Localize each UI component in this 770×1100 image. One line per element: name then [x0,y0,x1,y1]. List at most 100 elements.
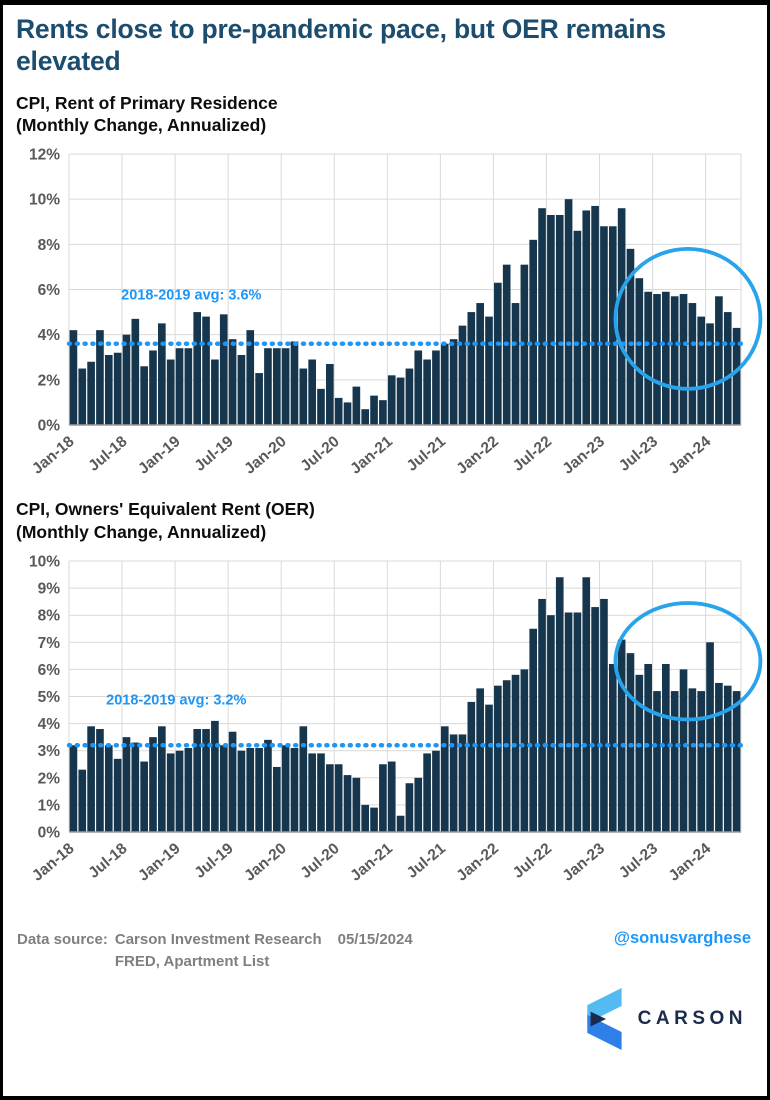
x-axis-tick-label: Jul-23 [616,433,662,475]
bar [122,736,131,832]
bar [458,734,467,832]
bar [326,364,334,426]
bar [396,377,405,426]
bar [246,747,255,832]
bar [547,215,555,426]
bar [290,341,299,426]
bar [582,210,591,426]
bar [396,815,405,832]
bar [361,409,370,426]
x-axis-tick-label: Jul-22 [510,433,555,475]
bar [193,312,202,426]
x-axis-tick-label: Jul-22 [510,840,555,882]
bar [202,728,210,832]
bar [547,614,555,832]
x-axis-tick-label: Jan-19 [135,839,184,884]
bar [140,366,148,426]
y-axis-tick-label: 0% [38,824,61,841]
bar [140,761,148,832]
bar [538,598,546,832]
carson-logo-icon [586,987,622,1050]
twitter-handle: @sonusvarghese [613,928,751,947]
bar [193,728,202,832]
bar [679,669,688,832]
bar [653,294,661,426]
bar [644,663,652,832]
rent-chart-title-line2: (Monthly Change, Annualized) [16,115,267,136]
x-axis-tick-label: Jan-22 [453,433,502,478]
bar [608,226,617,426]
brand-wordmark: CARSON [637,1007,747,1029]
bar [467,701,476,832]
bar [697,690,706,832]
bar [290,747,299,832]
bar [520,264,529,426]
bar [732,690,741,832]
bar [538,208,546,426]
bar [432,350,440,426]
bar [379,763,387,832]
bar [626,652,635,832]
data-source-line1: Carson Investment Research [114,930,322,948]
bar [228,731,237,832]
data-source-label: Data source: [17,930,108,948]
bar [653,690,661,832]
bar [467,312,476,426]
bar [370,807,378,832]
footer: Data source: Carson Investment Research … [3,929,767,974]
bar [529,628,538,832]
bar [113,352,122,426]
bar [414,350,423,426]
bar [158,725,166,832]
x-axis-tick-label: Jul-19 [191,839,237,881]
x-axis-tick-label: Jan-21 [347,839,396,884]
bar [423,753,431,832]
bar [211,720,219,832]
bar [573,230,582,426]
bar [511,303,520,426]
bar [635,278,644,426]
brand-row: CARSON [3,987,767,1050]
rent-chart-title: CPI, Rent of Primary Residence (Monthly … [16,92,767,138]
bar [564,612,573,832]
page-title-line1: Rents close to pre-pandemic pace, but OE… [16,14,666,44]
bar [564,199,573,426]
x-axis-tick-label: Jul-18 [85,433,131,475]
bar [299,368,308,426]
bar [131,742,140,832]
bar [723,312,732,426]
average-annotation-label: 2018-2019 avg: 3.2% [106,692,246,708]
bar [334,763,343,832]
bar [104,744,113,832]
bar [255,373,263,426]
bar [591,606,599,832]
bar [69,744,78,832]
bar [175,750,184,832]
bar [87,361,95,426]
bar [520,669,529,832]
bar [573,612,582,832]
bar [379,400,387,426]
bar [600,598,608,832]
bar [555,215,564,426]
bar [706,323,714,426]
bar [149,350,157,426]
bar [308,359,316,426]
bar [688,303,697,426]
y-axis-tick-label: 3% [38,743,61,760]
bar [272,766,281,832]
bar [317,389,325,426]
page-title: Rents close to pre-pandemic pace, but OE… [16,13,753,78]
x-axis-tick-label: Jan-21 [347,433,396,478]
x-axis-tick-label: Jan-24 [666,433,715,478]
bar [732,328,741,426]
rent-chart-title-line1: CPI, Rent of Primary Residence [16,92,278,113]
bar [281,744,290,832]
x-axis-tick-label: Jan-22 [453,840,502,885]
bar [166,753,175,832]
bar [662,663,670,832]
bar [343,402,352,426]
x-axis-tick-label: Jul-21 [404,839,450,881]
bar [591,206,599,426]
bar [635,674,644,832]
